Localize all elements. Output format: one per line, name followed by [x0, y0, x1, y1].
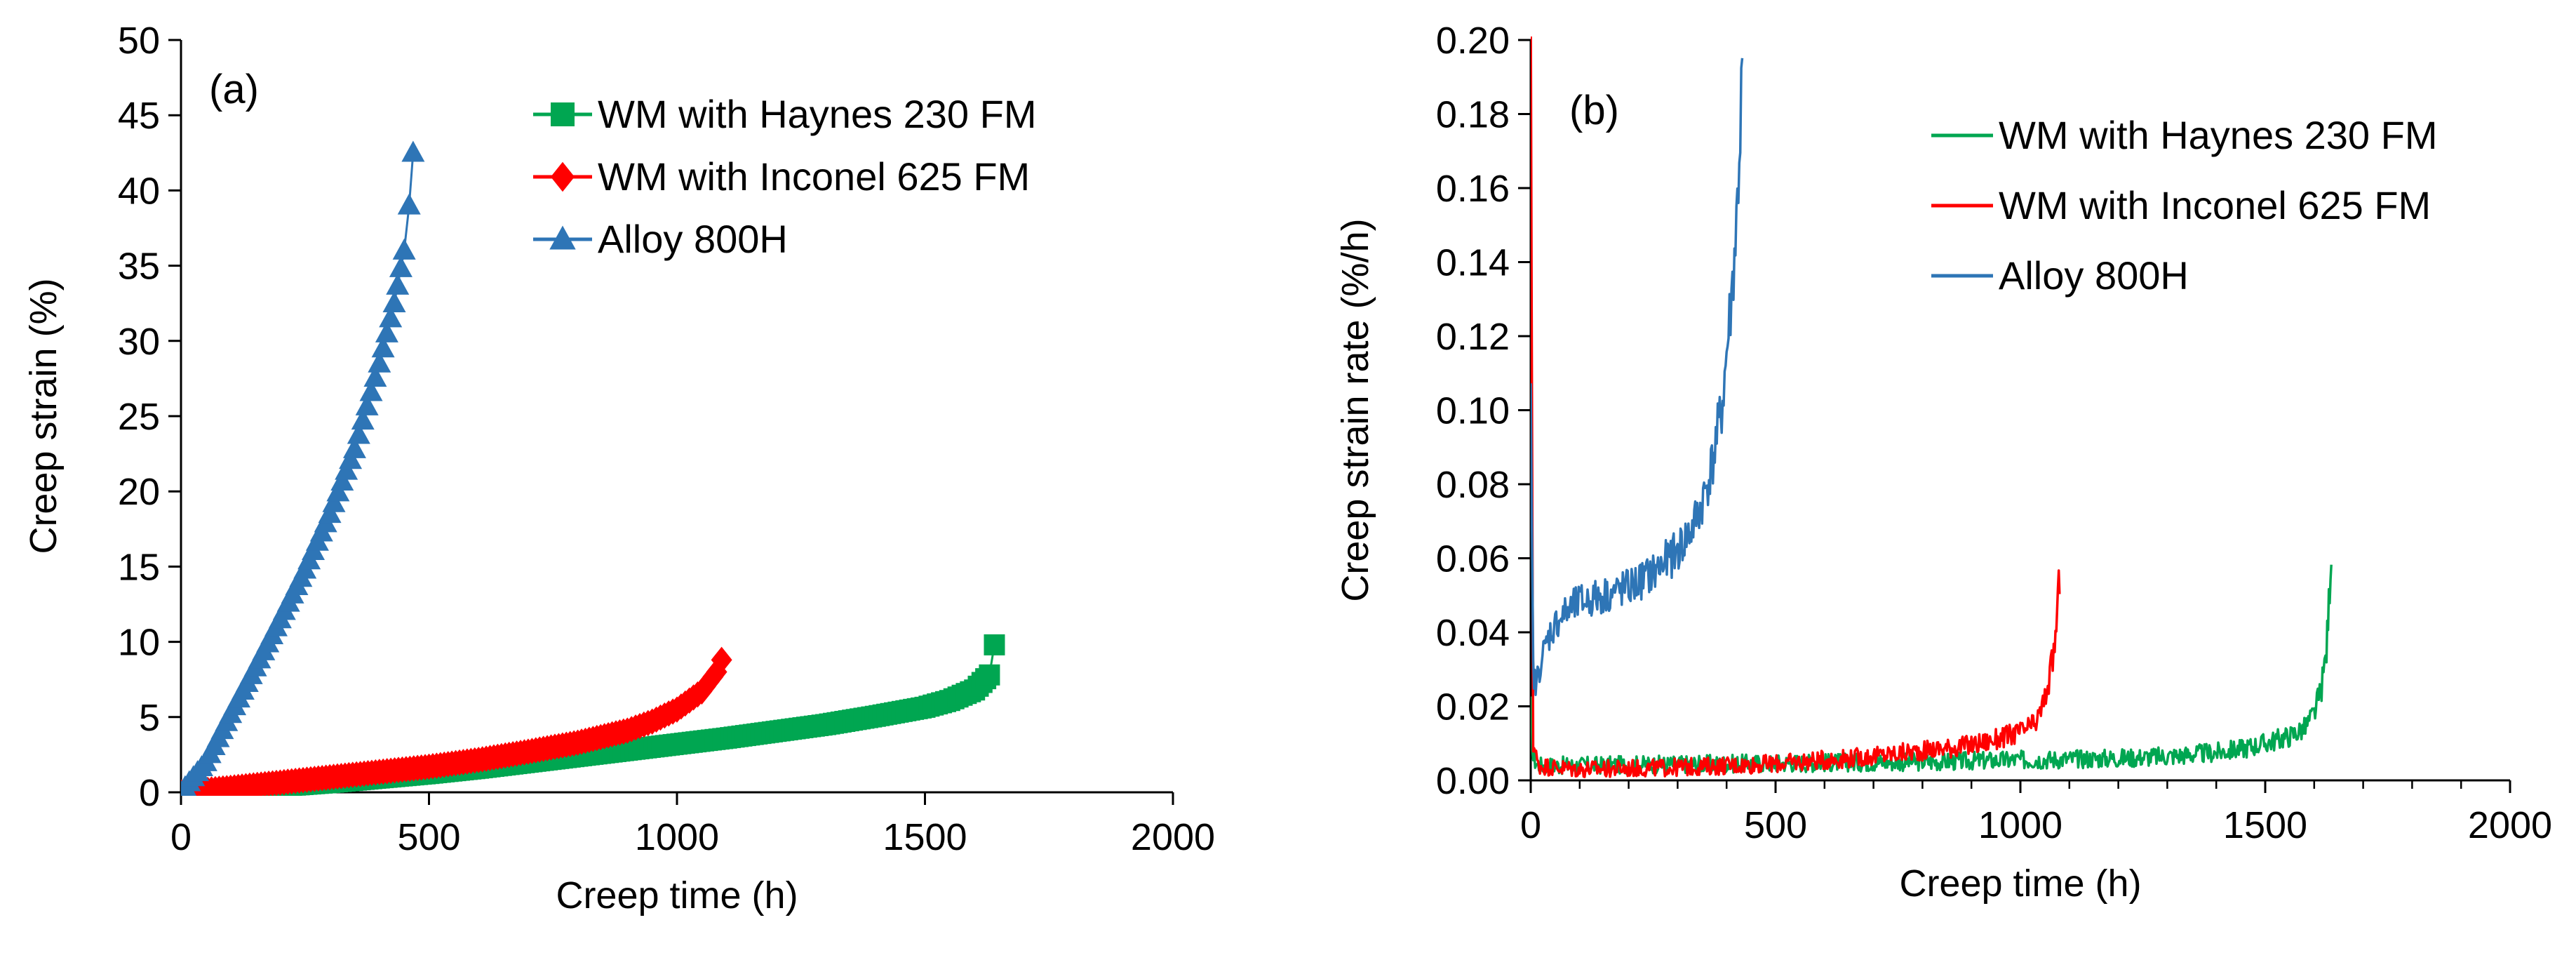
series-wm-with-inconel-625-fm — [181, 646, 732, 796]
series-alloy-800h — [1531, 58, 1744, 696]
data-point — [351, 408, 375, 430]
series-line — [1531, 564, 2333, 775]
legend: WM with Haynes 230 FM WM with Inconel 625… — [533, 92, 1037, 261]
y-axis-title: Creep strain (%) — [22, 278, 65, 554]
series-line — [1531, 58, 1744, 696]
data-point — [386, 273, 410, 295]
data-point — [375, 321, 398, 342]
y-tick-label: 30 — [118, 321, 160, 363]
data-point — [401, 140, 425, 162]
data-point — [347, 422, 370, 444]
series-alloy-800h — [181, 140, 425, 796]
data-point — [379, 306, 403, 328]
x-tick-label: 1000 — [635, 816, 719, 858]
y-tick-label: 40 — [118, 170, 160, 212]
y-tick-label: 0.12 — [1436, 316, 1510, 358]
y-tick-label: 0.18 — [1436, 94, 1510, 136]
legend-item-wm-with-haynes-230-fm: WM with Haynes 230 FM — [533, 92, 1037, 136]
legend-label: WM with Haynes 230 FM — [598, 92, 1037, 136]
legend: WM with Haynes 230 FM WM with Inconel 625… — [1931, 113, 2438, 298]
legend-label: WM with Haynes 230 FM — [1999, 113, 2438, 157]
y-tick-label: 0.10 — [1436, 390, 1510, 432]
x-tick-label: 500 — [397, 816, 460, 858]
data-point — [339, 448, 363, 469]
data-point — [326, 480, 350, 502]
data-point — [706, 658, 727, 686]
y-tick-label: 20 — [118, 471, 160, 513]
y-tick-label: 5 — [139, 697, 160, 739]
series-wm-with-haynes-230-fm — [1531, 564, 2333, 775]
x-tick-label: 500 — [1744, 804, 1807, 846]
series-line — [1531, 36, 2061, 778]
data-point — [711, 646, 732, 674]
y-tick-label: 50 — [118, 20, 160, 62]
data-point — [322, 491, 346, 512]
y-tick-label: 0.16 — [1436, 168, 1510, 210]
y-tick-label: 0.20 — [1436, 20, 1510, 62]
x-axis-title: Creep time (h) — [556, 874, 798, 917]
legend-marker — [551, 161, 575, 192]
y-tick-label: 0.14 — [1436, 242, 1510, 284]
legend-item-wm-with-haynes-230-fm: WM with Haynes 230 FM — [1931, 113, 2438, 157]
legend-label: WM with Inconel 625 FM — [598, 154, 1030, 199]
y-tick-label: 0.04 — [1436, 612, 1510, 654]
legend-item-wm-with-inconel-625-fm: WM with Inconel 625 FM — [533, 154, 1030, 199]
y-tick-label: 0.06 — [1436, 538, 1510, 580]
panel-label: (a) — [209, 67, 259, 112]
data-point — [979, 664, 1000, 686]
data-point — [389, 255, 412, 277]
series-line — [181, 152, 415, 793]
data-point — [318, 502, 342, 524]
y-tick-label: 35 — [118, 246, 160, 288]
x-tick-label: 1500 — [2223, 804, 2307, 846]
x-tick-label: 2000 — [1131, 816, 1215, 858]
y-tick-label: 15 — [118, 546, 160, 588]
data-point — [363, 366, 387, 387]
panel-label: (b) — [1569, 88, 1619, 133]
legend-item-alloy-800h: Alloy 800H — [1931, 253, 2189, 298]
y-tick-label: 0.08 — [1436, 464, 1510, 506]
y-tick-label: 10 — [118, 622, 160, 664]
x-tick-label: 1500 — [883, 816, 967, 858]
series-wm-with-inconel-625-fm — [1531, 36, 2061, 778]
x-tick-label: 0 — [170, 816, 192, 858]
y-tick-label: 25 — [118, 396, 160, 438]
x-tick-label: 2000 — [2468, 804, 2552, 846]
legend-item-alloy-800h: Alloy 800H — [533, 217, 788, 261]
data-point — [984, 634, 1005, 655]
legend-marker — [549, 225, 576, 250]
data-point — [355, 394, 379, 415]
data-point — [368, 351, 391, 373]
y-axis-title: Creep strain rate (%/h) — [1334, 218, 1376, 601]
y-tick-label: 45 — [118, 95, 160, 137]
data-point — [335, 458, 358, 480]
legend-label: Alloy 800H — [1999, 253, 2189, 298]
data-point — [342, 436, 366, 458]
x-tick-label: 0 — [1520, 804, 1541, 846]
x-tick-label: 1000 — [1978, 804, 2062, 846]
data-point — [392, 238, 416, 260]
data-point — [382, 291, 406, 312]
legend-item-wm-with-inconel-625-fm: WM with Inconel 625 FM — [1931, 183, 2431, 227]
y-tick-label: 0.02 — [1436, 686, 1510, 728]
legend-label: Alloy 800H — [598, 217, 788, 261]
panel-b: 0.00 0.02 0.04 0.06 0.08 0.10 0.12 0.14 0.16 0.18… — [1334, 20, 2552, 905]
y-tick-label: 0.00 — [1436, 760, 1510, 802]
data-point — [330, 469, 354, 491]
data-point — [371, 336, 395, 358]
legend-label: WM with Inconel 625 FM — [1999, 183, 2431, 227]
y-tick-label: 0 — [139, 772, 160, 814]
data-point — [397, 193, 421, 215]
x-axis-title: Creep time (h) — [1899, 862, 2141, 905]
legend-marker — [551, 102, 575, 126]
data-point — [359, 380, 383, 401]
